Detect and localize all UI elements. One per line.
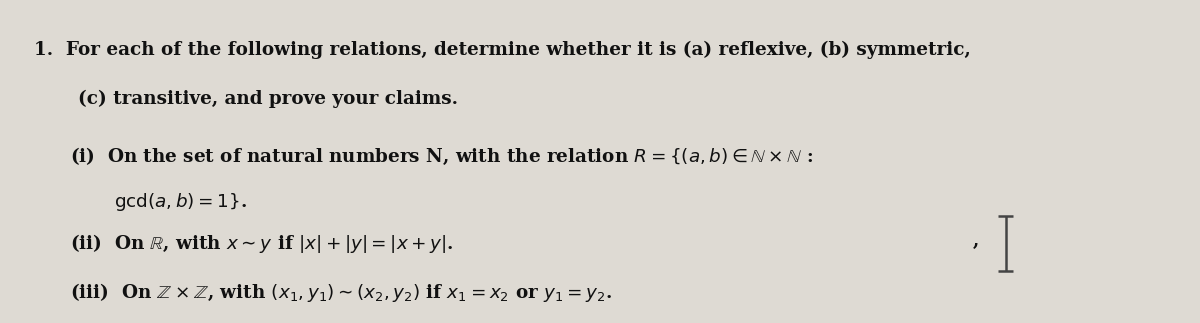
Text: 1.  For each of the following relations, determine whether it is (a) reflexive, : 1. For each of the following relations, … [34,41,971,59]
Text: (iii)  On $\mathbb{Z} \times \mathbb{Z}$, with $(x_1, y_1) \sim (x_2, y_2)$ if $: (iii) On $\mathbb{Z} \times \mathbb{Z}$,… [70,281,612,304]
Text: (ii)  On $\mathbb{R}$, with $x \sim y$ if $|x| + |y| = |x + y|$.: (ii) On $\mathbb{R}$, with $x \sim y$ if… [70,232,454,255]
Text: ,: , [973,232,979,250]
Text: (i)  On the set of natural numbers N, with the relation $R = \{(a, b) \in \mathb: (i) On the set of natural numbers N, wit… [70,146,812,167]
Text: $\gcd(a, b) = 1\}$.: $\gcd(a, b) = 1\}$. [114,191,247,213]
Text: (c) transitive, and prove your claims.: (c) transitive, and prove your claims. [78,89,458,108]
